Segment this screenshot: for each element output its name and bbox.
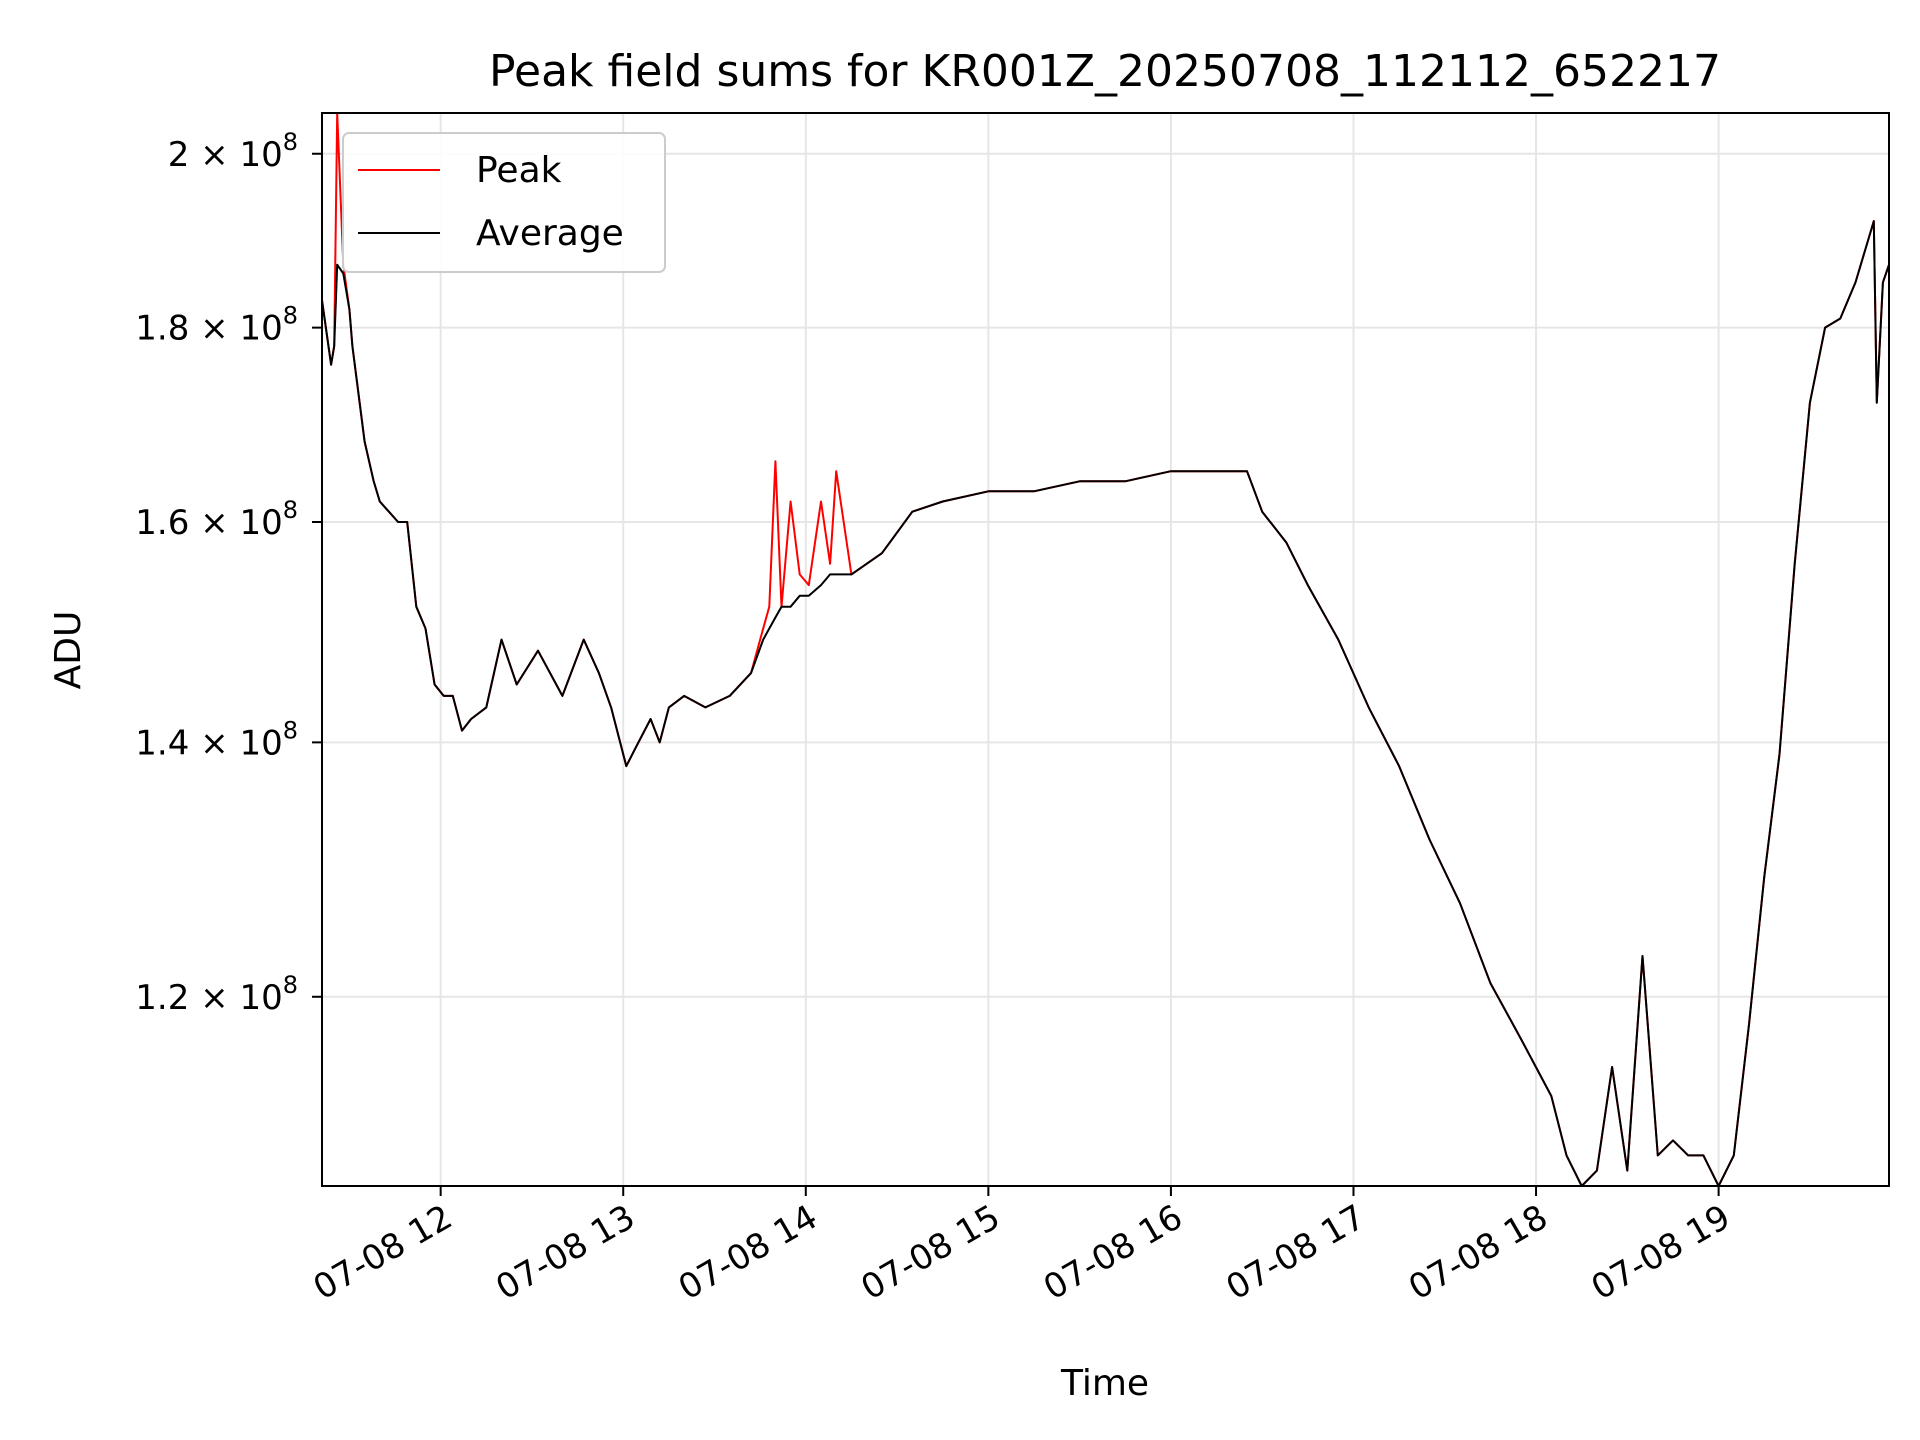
legend-box	[342, 132, 666, 273]
legend: Peak Average	[342, 132, 666, 273]
x-tick-label: 07-08 17	[1220, 1197, 1372, 1308]
y-tick-label: 2 × 108	[168, 128, 298, 175]
x-tick-label: 07-08 14	[672, 1197, 824, 1308]
x-ticks-layer: 07-08 12 07-08 13 07-08 14 07-08 15 07-08 16…	[307, 1186, 1737, 1308]
y-ticks-layer: 1.2 × 108 1.4 × 108 1.6 × 108 1.8 × 108 2 × …	[135, 128, 322, 1018]
x-tick-label: 07-08 16	[1037, 1197, 1189, 1308]
series-layer	[321, 112, 1890, 1187]
x-tick-label: 07-08 15	[854, 1197, 1006, 1308]
series-line-average	[321, 220, 1890, 1187]
grid-layer	[322, 113, 1889, 1186]
series-line-peak	[321, 112, 1890, 1187]
y-axis-title: ADU	[48, 611, 89, 690]
legend-label-peak: Peak	[476, 150, 562, 191]
legend-label-average: Average	[476, 213, 624, 254]
y-tick-label: 1.2 × 108	[135, 971, 298, 1018]
y-tick-label: 1.4 × 108	[135, 716, 298, 763]
chart-title: Peak field sums for KR001Z_20250708_1121…	[489, 46, 1721, 97]
y-tick-label: 1.6 × 108	[135, 496, 298, 543]
x-tick-label: 07-08 13	[489, 1197, 641, 1308]
x-axis-title: Time	[1060, 1363, 1149, 1404]
x-tick-label: 07-08 19	[1585, 1197, 1737, 1308]
y-tick-label: 1.8 × 108	[135, 302, 298, 349]
x-tick-label: 07-08 18	[1402, 1197, 1554, 1308]
plot-frame	[321, 112, 1890, 1187]
x-tick-label: 07-08 12	[307, 1197, 459, 1308]
